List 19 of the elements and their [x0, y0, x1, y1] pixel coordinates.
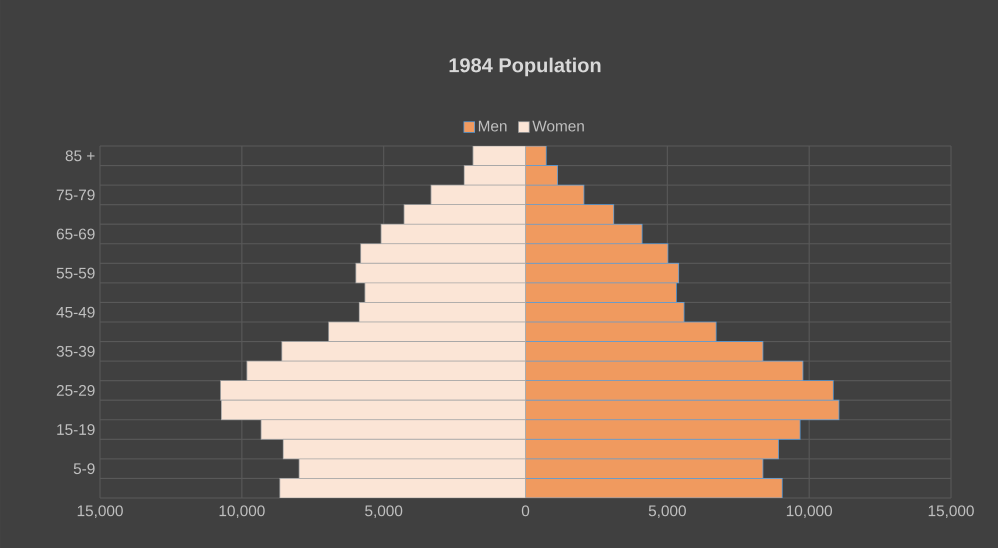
y-tick-label: 85 + [66, 150, 95, 162]
x-tick-label: 10,000 [220, 505, 265, 518]
x-tick-label: 5,000 [648, 505, 686, 518]
y-tick-label: 45-49 [56, 306, 95, 318]
y-tick-label: 15-19 [57, 424, 95, 435]
legend-label: Men [478, 120, 506, 132]
x-tick-label: 0 [522, 505, 530, 516]
chart-title: 1984 Population [450, 58, 600, 76]
legend-label: Women [532, 120, 584, 132]
x-tick-label: 5,000 [365, 505, 402, 518]
y-tick-label: 35-39 [56, 346, 95, 357]
y-tick-label: 25-29 [56, 385, 95, 396]
y-tick-label: 65-69 [56, 228, 95, 240]
y-tick-label: 55-59 [56, 268, 95, 279]
y-tick-label: 5-9 [74, 463, 95, 474]
x-tick-label: 10,000 [786, 505, 832, 518]
x-tick-label: 15,000 [78, 505, 123, 518]
x-tick-label: 15,000 [928, 505, 974, 518]
y-tick-label: 75-79 [56, 189, 95, 200]
